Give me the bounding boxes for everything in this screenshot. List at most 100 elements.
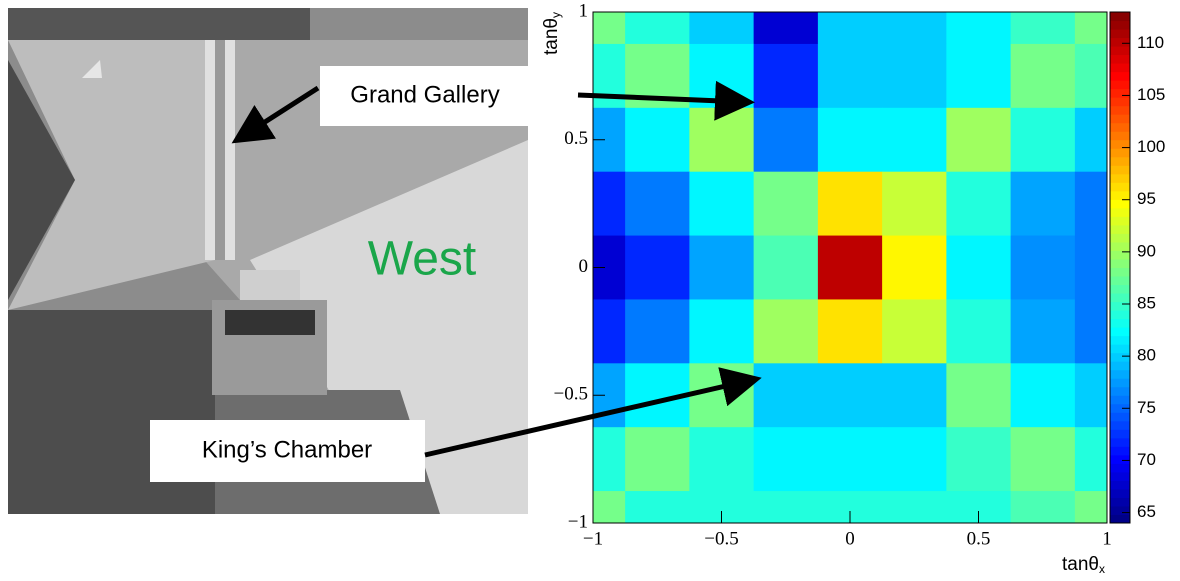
z-tick-label: 70 [1137,450,1156,469]
heat-cell [689,108,754,172]
heat-cell [1011,44,1076,108]
colorbar-step [1110,182,1130,191]
colorbar-step [1110,387,1130,396]
y-tick-label: −1 [568,511,588,532]
colorbar-step [1110,378,1130,387]
colorbar-step [1110,259,1130,268]
colorbar-step [1110,344,1130,353]
x-tick-label: 1 [1102,528,1112,549]
heat-cell [818,0,883,44]
heat-cell [625,172,690,236]
colorbar-step [1110,489,1130,498]
heat-cell [946,44,1011,108]
heat-cell [625,299,690,363]
colorbar-step [1110,514,1130,523]
colorbar-step [1110,208,1130,217]
colorbar-step [1110,114,1130,123]
colorbar-step [1110,497,1130,506]
heat-cell [1011,427,1076,491]
heat-cell [882,44,947,108]
heat-cell [754,108,819,172]
colorbar-step [1110,319,1130,328]
z-tick-label: 110 [1137,33,1164,52]
colorbar-step [1110,12,1130,21]
heat-cell [754,427,819,491]
heat-cell [1011,363,1076,427]
heat-cell [946,236,1011,300]
heat-cell [818,299,883,363]
colorbar-step [1110,276,1130,285]
heat-cell [689,0,754,44]
colorbar-step [1110,395,1130,404]
colorbar-step [1110,353,1130,362]
colorbar-step [1110,157,1130,166]
heat-cell [882,236,947,300]
colorbar-step [1110,80,1130,89]
x-axis-title: tanθx [1062,554,1105,576]
heat-cell [818,236,883,300]
heat-cell [1011,108,1076,172]
callout-gallery: Grand Gallery [350,81,499,108]
heat-cell [818,44,883,108]
x-tick-label: −0.5 [704,528,738,549]
colorbar-step [1110,336,1130,345]
y-tick-label: −0.5 [554,384,588,405]
y-tick-label: 1 [579,0,589,21]
colorbar-step [1110,72,1130,81]
z-tick-label: 85 [1137,293,1156,312]
colorbar-step [1110,438,1130,447]
heat-cell [754,44,819,108]
heat-cell [882,172,947,236]
z-tick-label: 75 [1137,398,1156,417]
colorbar-step [1110,174,1130,183]
colorbar-step [1110,55,1130,64]
heat-cell [754,236,819,300]
heat-cell [1011,299,1076,363]
colorbar-step [1110,327,1130,336]
heat-cell [689,172,754,236]
heat-cell [754,363,819,427]
heat-cell [625,427,690,491]
colorbar-step [1110,370,1130,379]
z-tick-label: 80 [1137,346,1156,365]
heat-cell [689,236,754,300]
heat-cell [625,236,690,300]
colorbar-step [1110,89,1130,98]
heat-cell [625,108,690,172]
heat-cell [946,0,1011,44]
colorbar-step [1110,191,1130,200]
heat-cell [946,172,1011,236]
x-tick-label: 0 [845,528,855,549]
heat-cell [1011,236,1076,300]
heat-cell [946,363,1011,427]
heat-cell [754,299,819,363]
callout-chamber: King’s Chamber [202,436,372,463]
colorbar-step [1110,199,1130,208]
colorbar-step [1110,242,1130,251]
colorbar-step [1110,455,1130,464]
x-tick-label: 0.5 [967,528,991,549]
heat-cell [689,427,754,491]
heat-cell [689,363,754,427]
z-tick-label: 100 [1137,137,1165,156]
colorbar-step [1110,165,1130,174]
colorbar-step [1110,131,1130,140]
y-tick-label: 0.5 [564,128,588,149]
colorbar-step [1110,21,1130,30]
colorbar-step [1110,480,1130,489]
colorbar-step [1110,506,1130,515]
colorbar-step [1110,472,1130,481]
colorbar-step [1110,63,1130,72]
colorbar-step [1110,361,1130,370]
colorbar-step [1110,302,1130,311]
y-axis-title: tanθy [541,12,563,55]
colorbar-step [1110,233,1130,242]
colorbar-step [1110,310,1130,319]
colorbar-step [1110,412,1130,421]
heat-cell [625,0,690,44]
heat-cell [946,299,1011,363]
z-tick-label: 95 [1137,189,1156,208]
heat-cell [818,172,883,236]
colorbar-step [1110,106,1130,115]
heat-cell [1011,0,1076,44]
